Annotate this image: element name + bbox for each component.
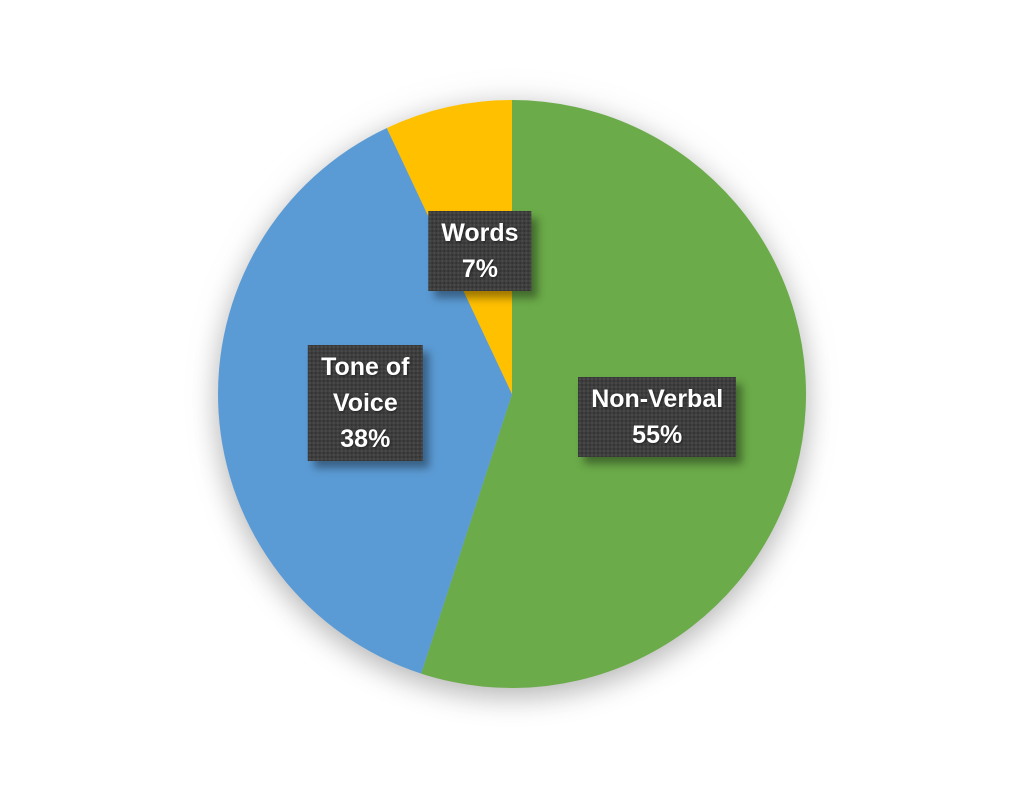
pie-chart (217, 100, 807, 688)
pie-chart-figure: Non-Verbal 55% Tone of Voice 38% Words 7% (217, 100, 807, 688)
